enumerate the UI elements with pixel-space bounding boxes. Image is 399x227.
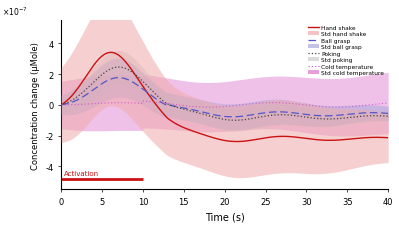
Poking — [328, 118, 333, 121]
Hand shake — [255, 138, 259, 141]
Cold temperature — [379, 103, 384, 105]
Line: Hand shake: Hand shake — [61, 53, 388, 142]
Line: Poking: Poking — [61, 68, 388, 121]
Poking — [59, 104, 63, 107]
Cold temperature — [217, 106, 221, 109]
Hand shake — [328, 139, 333, 142]
Cold temperature — [236, 104, 241, 107]
Poking — [217, 118, 221, 120]
Ball grasp — [59, 104, 63, 107]
Text: Activation: Activation — [64, 170, 99, 176]
Ball grasp — [379, 112, 384, 115]
Poking — [215, 117, 219, 120]
Ball grasp — [117, 77, 121, 80]
Ball grasp — [255, 113, 259, 116]
Cold temperature — [386, 102, 391, 105]
Legend: Hand shake, Std hand shake, Ball grasp, Std ball grasp, Poking, Std poking, Cold: Hand shake, Std hand shake, Ball grasp, … — [307, 24, 385, 77]
Hand shake — [235, 141, 239, 143]
Cold temperature — [215, 106, 219, 109]
Poking — [386, 115, 391, 118]
Hand shake — [59, 104, 63, 107]
Hand shake — [215, 138, 219, 141]
Y-axis label: Concentration change (μMole): Concentration change (μMole) — [31, 42, 40, 169]
Poking — [117, 66, 121, 69]
Ball grasp — [217, 115, 221, 118]
Poking — [379, 115, 384, 118]
Cold temperature — [59, 104, 63, 107]
Hand shake — [109, 52, 113, 54]
Ball grasp — [328, 115, 333, 118]
Cold temperature — [328, 106, 332, 109]
Hand shake — [217, 138, 221, 141]
Ball grasp — [230, 116, 235, 119]
Hand shake — [379, 136, 384, 139]
Poking — [237, 119, 242, 122]
Ball grasp — [386, 113, 391, 115]
Hand shake — [386, 137, 391, 139]
Ball grasp — [215, 114, 219, 117]
Hand shake — [237, 141, 242, 143]
Cold temperature — [335, 106, 340, 109]
Line: Ball grasp: Ball grasp — [61, 78, 388, 117]
Cold temperature — [141, 100, 146, 103]
Ball grasp — [237, 116, 242, 118]
Poking — [255, 117, 259, 119]
X-axis label: Time (s): Time (s) — [205, 212, 245, 222]
Poking — [233, 119, 237, 122]
Cold temperature — [254, 102, 259, 105]
Text: $\times10^{-7}$: $\times10^{-7}$ — [2, 6, 28, 18]
Line: Cold temperature: Cold temperature — [61, 102, 388, 108]
